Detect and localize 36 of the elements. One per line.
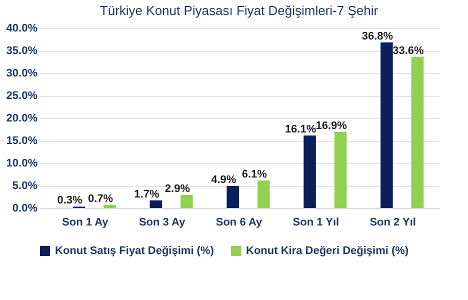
data-label: 36.8%	[362, 30, 394, 42]
data-label: 16.9%	[316, 120, 348, 132]
y-tick-label: 40.0%	[6, 22, 38, 34]
y-tick-label: 20.0%	[6, 112, 38, 124]
data-label: 33.6%	[392, 44, 424, 57]
y-tick-label: 10.0%	[6, 158, 38, 170]
x-tick-label: Son 2 Yıl	[370, 216, 416, 228]
data-label: 2.9%	[164, 182, 190, 195]
data-label: 1.7%	[134, 188, 160, 200]
legend-label: Konut Kira Değeri Değişimi (%)	[246, 245, 409, 257]
bar	[411, 56, 424, 208]
data-label: 4.9%	[211, 174, 236, 186]
x-tick-label: Son 1 Yıl	[292, 216, 340, 228]
data-label: 0.7%	[88, 192, 114, 205]
bar	[304, 136, 316, 208]
bar	[226, 186, 239, 208]
legend-label: Konut Satış Fiyat Değişimi (%)	[55, 245, 214, 257]
y-tick-label: 35.0%	[6, 45, 38, 57]
y-tick-label: 25.0%	[6, 90, 38, 102]
bar	[104, 204, 116, 208]
bar	[150, 200, 162, 208]
y-tick-label: 5.0%	[12, 180, 38, 192]
x-tick-label: Son 3 Ay	[138, 216, 186, 228]
bar	[180, 194, 193, 208]
x-tick-label: Son 6 Ay	[216, 216, 263, 228]
y-tick-label: 0.0%	[12, 202, 38, 214]
data-label: 6.1%	[242, 168, 268, 181]
x-tick-label: Son 1 Ay	[62, 216, 110, 228]
data-label: 16.1%	[284, 124, 316, 136]
bar	[380, 42, 393, 208]
y-tick-label: 15.0%	[6, 135, 38, 147]
bar	[257, 180, 270, 208]
y-tick-label: 30.0%	[6, 68, 38, 80]
data-label: 0.3%	[57, 194, 83, 207]
bar	[334, 132, 347, 208]
chart-title: Türkiye Konut Piyasası Fiyat Değişimleri-7 Şehir	[100, 3, 379, 18]
